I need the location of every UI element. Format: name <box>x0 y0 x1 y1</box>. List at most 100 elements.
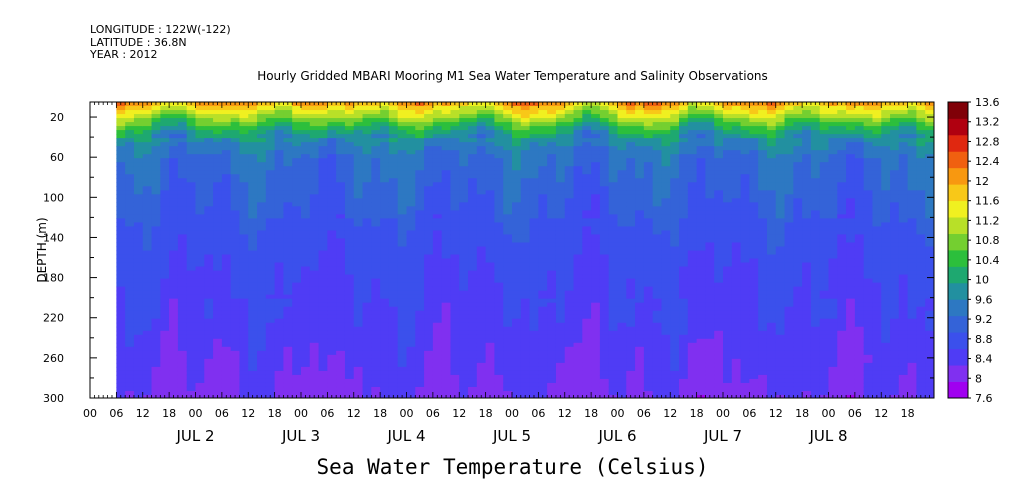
heatmap-cell <box>643 346 654 352</box>
heatmap-cell <box>406 358 416 364</box>
heatmap-cell <box>441 306 452 312</box>
heatmap-cell <box>283 386 293 392</box>
heatmap-cell <box>503 158 513 163</box>
heatmap-cell <box>441 222 452 228</box>
heatmap-cell <box>133 250 144 256</box>
heatmap-cell <box>696 174 707 179</box>
heatmap-cell <box>617 230 627 236</box>
heatmap-cell <box>169 370 179 376</box>
heatmap-cell <box>213 122 223 127</box>
heatmap-cell <box>248 354 258 360</box>
heatmap-cell <box>679 226 689 232</box>
heatmap-cell <box>142 110 153 115</box>
heatmap-cell <box>195 266 205 272</box>
heatmap-cell <box>687 378 698 384</box>
heatmap-cell <box>257 370 267 376</box>
heatmap-cell <box>371 290 381 296</box>
heatmap-cell <box>512 298 522 304</box>
heatmap-cell <box>450 130 460 135</box>
heatmap-cell <box>397 218 408 223</box>
heatmap-cell <box>353 334 364 340</box>
heatmap-cell <box>371 278 381 284</box>
heatmap-cell <box>257 170 267 175</box>
heatmap-cell <box>468 298 478 304</box>
heatmap-cell <box>635 246 645 252</box>
heatmap-cell <box>687 178 698 183</box>
heatmap-cell <box>239 222 249 228</box>
heatmap-cell <box>591 190 601 195</box>
heatmap-cell <box>274 390 285 396</box>
heatmap-cell <box>424 234 434 240</box>
heatmap-cell <box>512 230 522 236</box>
heatmap-cell <box>160 162 170 167</box>
heatmap-cell <box>230 150 241 155</box>
heatmap-cell <box>406 130 416 135</box>
heatmap-cell <box>432 298 443 304</box>
heatmap-cell <box>336 266 346 272</box>
heatmap-cell <box>265 302 276 308</box>
heatmap-cell <box>283 146 293 151</box>
heatmap-cell <box>503 238 513 244</box>
heatmap-cell <box>485 294 496 300</box>
heatmap-cell <box>591 210 601 215</box>
heatmap-cell <box>388 242 399 248</box>
heatmap-cell <box>591 378 601 384</box>
heatmap-cell <box>670 322 680 328</box>
heatmap-cell <box>213 382 223 388</box>
heatmap-cell <box>670 298 680 304</box>
heatmap-cell <box>292 242 302 248</box>
heatmap-cell <box>133 246 144 252</box>
heatmap-cell <box>160 306 170 312</box>
heatmap-cell <box>221 182 232 187</box>
heatmap-cell <box>301 306 311 312</box>
heatmap-cell <box>494 146 504 151</box>
heatmap-cell <box>301 202 311 207</box>
heatmap-cell <box>230 134 241 139</box>
heatmap-cell <box>696 274 707 280</box>
heatmap-cell <box>459 374 469 380</box>
heatmap-cell <box>362 138 372 143</box>
heatmap-cell <box>160 386 170 392</box>
heatmap-cell <box>116 122 126 127</box>
heatmap-cell <box>687 282 698 288</box>
heatmap-cell <box>459 274 469 280</box>
heatmap-cell <box>564 274 575 280</box>
heatmap-cell <box>635 162 645 167</box>
heatmap-cell <box>248 346 258 352</box>
heatmap-cell <box>599 378 610 384</box>
heatmap-cell <box>608 310 619 316</box>
heatmap-cell <box>599 326 610 332</box>
heatmap-cell <box>362 162 372 167</box>
heatmap-cell <box>125 358 135 364</box>
heatmap-cell <box>344 318 355 324</box>
heatmap-cell <box>635 110 645 115</box>
heatmap-cell <box>133 310 144 316</box>
heatmap-cell <box>599 134 610 139</box>
heatmap-cell <box>301 130 311 135</box>
heatmap-cell <box>265 262 276 268</box>
heatmap-cell <box>415 310 425 316</box>
heatmap-cell <box>564 386 575 392</box>
heatmap-cell <box>239 362 249 368</box>
heatmap-cell <box>643 150 654 155</box>
heatmap-cell <box>485 302 496 308</box>
heatmap-cell <box>371 366 381 372</box>
heatmap-cell <box>397 298 408 304</box>
heatmap-cell <box>353 150 364 155</box>
heatmap-cell <box>476 214 487 219</box>
heatmap-cell <box>696 322 707 328</box>
heatmap-cell <box>274 362 285 368</box>
heatmap-cell <box>397 290 408 296</box>
heatmap-cell <box>230 242 241 248</box>
heatmap-cell <box>687 234 698 240</box>
heatmap-cell <box>248 238 258 244</box>
heatmap-cell <box>441 266 452 272</box>
heatmap-cell <box>538 178 548 183</box>
heatmap-cell <box>336 142 346 147</box>
heatmap-cell <box>573 390 583 396</box>
heatmap-cell <box>362 238 372 244</box>
heatmap-cell <box>538 370 548 376</box>
heatmap-cell <box>327 174 337 179</box>
heatmap-cell <box>186 134 197 139</box>
heatmap-cell <box>151 182 161 187</box>
